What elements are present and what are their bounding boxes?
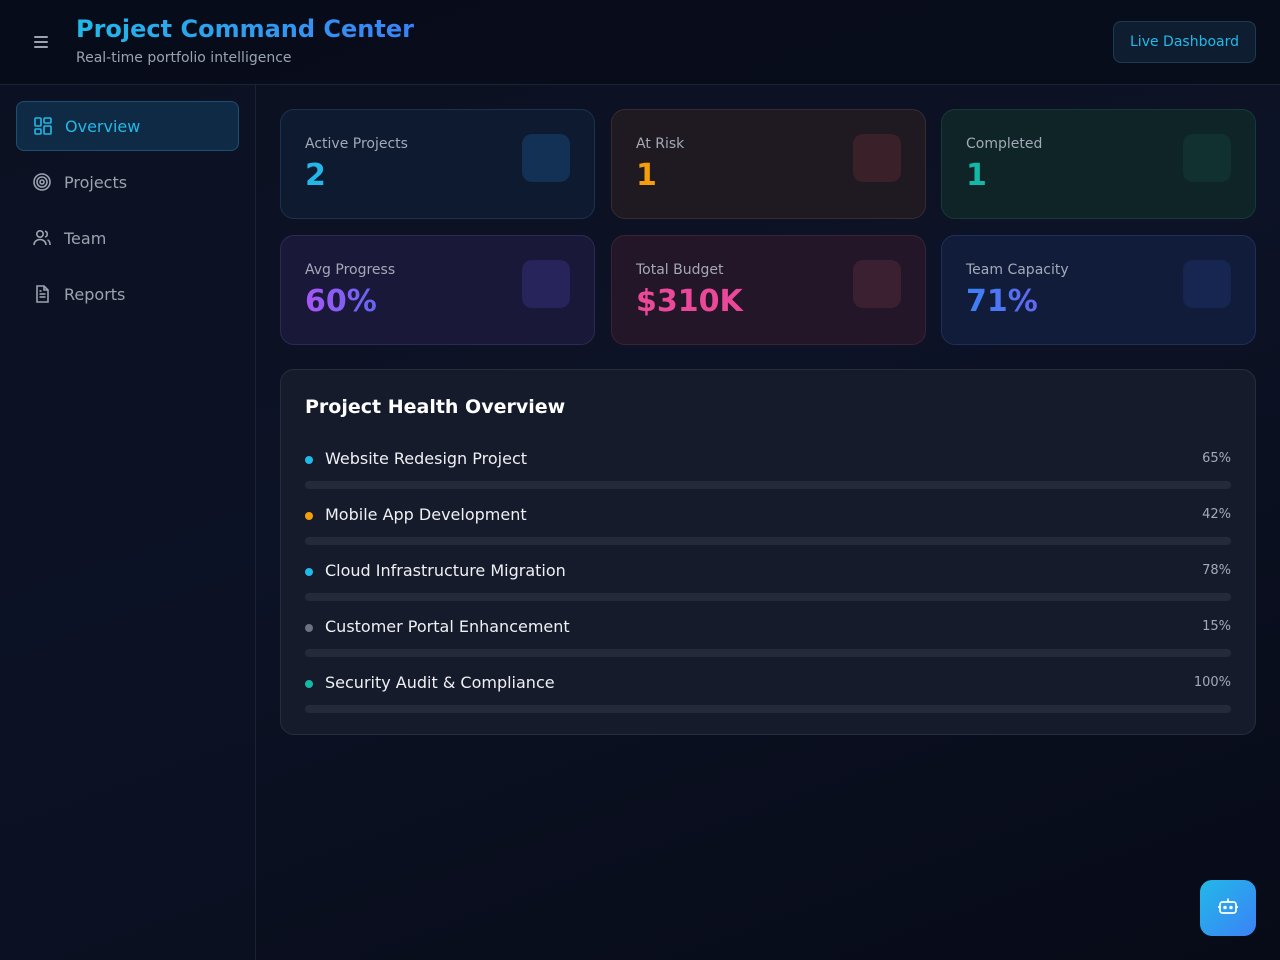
stat-label: Total Budget (636, 262, 724, 278)
stat-value: 1 (636, 158, 657, 193)
sidebar: Overview Projects Team Reports (0, 85, 256, 960)
alert-icon (853, 134, 901, 182)
project-percent: 78% (1202, 563, 1231, 578)
bot-icon (1217, 895, 1239, 921)
stat-label: Avg Progress (305, 262, 396, 278)
project-health-panel: Project Health Overview Website Redesign… (280, 369, 1256, 735)
stat-label: Active Projects (305, 136, 408, 152)
progress-track (305, 649, 1231, 657)
folder-icon (522, 134, 570, 182)
stat-card-at-risk: At Risk 1 (611, 109, 926, 219)
page-title: Project Command Center (76, 15, 414, 43)
dollar-icon (853, 260, 901, 308)
sidebar-item-projects[interactable]: Projects (16, 157, 239, 207)
panel-title: Project Health Overview (305, 396, 566, 418)
project-percent: 42% (1202, 507, 1231, 522)
progress-track (305, 593, 1231, 601)
check-icon (1183, 134, 1231, 182)
stat-value: 2 (305, 158, 326, 193)
stat-card-completed: Completed 1 (941, 109, 1256, 219)
stat-value: 71% (966, 284, 1038, 319)
sidebar-item-label: Overview (65, 116, 141, 136)
trend-icon (522, 260, 570, 308)
status-dot (305, 568, 313, 576)
stat-card-team-capacity: Team Capacity 71% (941, 235, 1256, 345)
stat-label: At Risk (636, 136, 685, 152)
sidebar-item-label: Reports (64, 284, 126, 304)
project-name: Mobile App Development (325, 505, 527, 524)
hamburger-menu-icon[interactable] (32, 34, 52, 50)
sidebar-item-team[interactable]: Team (16, 213, 239, 263)
list-item[interactable]: Mobile App Development 42% (305, 505, 1231, 549)
list-item[interactable]: Security Audit & Compliance 100% (305, 673, 1231, 717)
stat-value: $310K (636, 284, 743, 319)
project-name: Customer Portal Enhancement (325, 617, 570, 636)
sidebar-item-label: Projects (64, 172, 128, 192)
stat-value: 1 (966, 158, 987, 193)
document-icon (32, 284, 52, 304)
target-icon (32, 172, 52, 192)
stat-card-avg-progress: Avg Progress 60% (280, 235, 595, 345)
status-dot (305, 512, 313, 520)
progress-track (305, 481, 1231, 489)
project-percent: 65% (1202, 451, 1231, 466)
project-name: Cloud Infrastructure Migration (325, 561, 566, 580)
progress-track (305, 705, 1231, 713)
project-name: Security Audit & Compliance (325, 673, 555, 692)
sidebar-item-label: Team (64, 228, 107, 248)
sidebar-item-overview[interactable]: Overview (16, 101, 239, 151)
sidebar-item-reports[interactable]: Reports (16, 269, 239, 319)
stat-label: Team Capacity (966, 262, 1069, 278)
stat-card-total-budget: Total Budget $310K (611, 235, 926, 345)
list-item[interactable]: Website Redesign Project 65% (305, 449, 1231, 493)
users-icon (32, 228, 52, 248)
project-name: Website Redesign Project (325, 449, 528, 468)
list-item[interactable]: Cloud Infrastructure Migration 78% (305, 561, 1231, 605)
app-header: Project Command Center Real-time portfol… (0, 0, 1280, 85)
stat-label: Completed (966, 136, 1043, 152)
project-percent: 15% (1202, 619, 1231, 634)
project-percent: 100% (1193, 675, 1231, 690)
stat-value: 60% (305, 284, 377, 319)
assistant-button[interactable] (1200, 880, 1256, 936)
users-icon (1183, 260, 1231, 308)
status-dot (305, 456, 313, 464)
page-subtitle: Real-time portfolio intelligence (76, 50, 292, 66)
list-item[interactable]: Customer Portal Enhancement 15% (305, 617, 1231, 661)
live-dashboard-button[interactable]: Live Dashboard (1113, 21, 1256, 63)
status-dot (305, 680, 313, 688)
stat-card-active-projects: Active Projects 2 (280, 109, 595, 219)
progress-track (305, 537, 1231, 545)
grid-icon (33, 116, 53, 136)
status-dot (305, 624, 313, 632)
